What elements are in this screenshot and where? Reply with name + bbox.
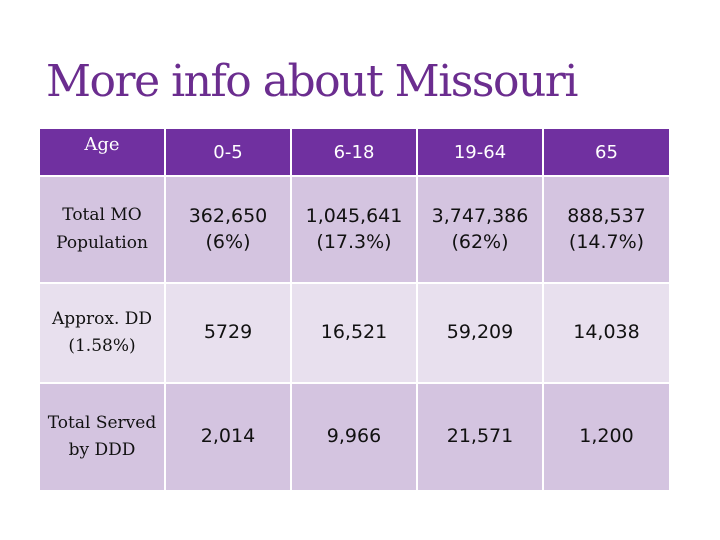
column-header-19-64: 19-64	[416, 127, 544, 177]
row-label: Total MO Population	[38, 175, 166, 284]
table-cell: 1,045,641 (17.3%)	[290, 175, 418, 284]
column-header-0-5: 0-5	[164, 127, 292, 177]
row-label: Approx. DD (1.58%)	[38, 282, 166, 384]
table-cell: 9,966	[290, 382, 418, 492]
missouri-age-table: Age 0-5 6-18 19-64 65 Total MO Populatio…	[38, 127, 671, 492]
row-label: Total Served by DDD	[38, 382, 166, 492]
table-cell: 1,200	[542, 382, 671, 492]
table-row: Total Served by DDD 2,014 9,966 21,571 1…	[38, 382, 671, 492]
table-cell: 362,650 (6%)	[164, 175, 292, 284]
table-cell: 21,571	[416, 382, 544, 492]
slide-title: More info about Missouri	[46, 56, 578, 107]
table-cell: 59,209	[416, 282, 544, 384]
column-header-6-18: 6-18	[290, 127, 418, 177]
table-cell: 14,038	[542, 282, 671, 384]
table-header-row: Age 0-5 6-18 19-64 65	[38, 127, 671, 177]
table-row: Total MO Population 362,650 (6%) 1,045,6…	[38, 175, 671, 284]
table-cell: 3,747,386 (62%)	[416, 175, 544, 284]
column-header-age: Age	[38, 127, 166, 177]
table-cell: 2,014	[164, 382, 292, 492]
table-cell: 888,537 (14.7%)	[542, 175, 671, 284]
table-cell: 5729	[164, 282, 292, 384]
table-cell: 16,521	[290, 282, 418, 384]
table-row: Approx. DD (1.58%) 5729 16,521 59,209 14…	[38, 282, 671, 384]
column-header-65: 65	[542, 127, 671, 177]
